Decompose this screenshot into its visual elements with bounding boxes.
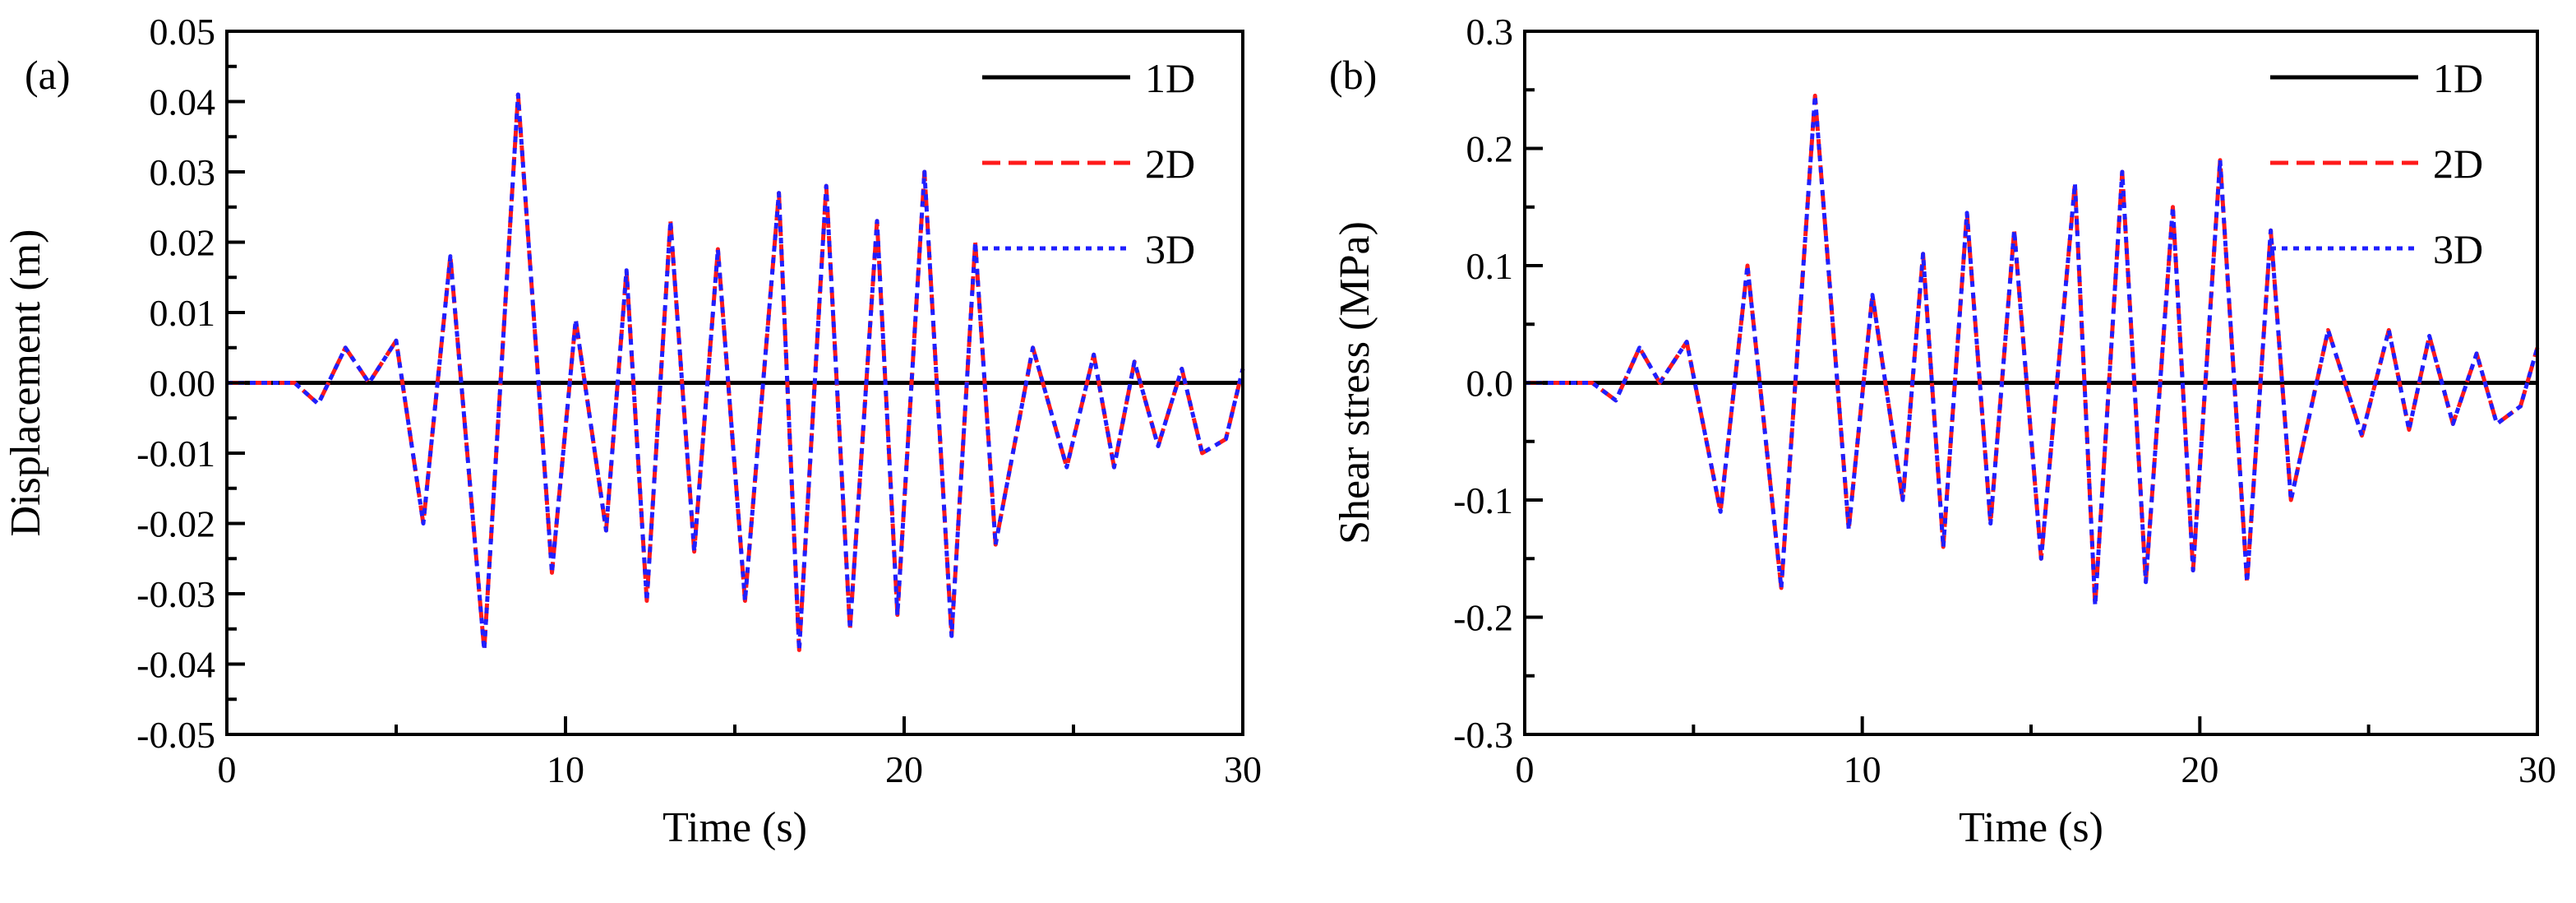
y-axis-title: Displacement (m) (2, 229, 49, 537)
x-tick-label: 30 (1224, 748, 1262, 790)
legend-label-3d: 3D (1145, 226, 1195, 272)
y-tick-label: -0.01 (136, 433, 215, 475)
x-tick-label: 20 (2181, 748, 2218, 790)
y-tick-label: -0.05 (136, 714, 215, 756)
y-tick-label: -0.03 (136, 573, 215, 615)
panel-a: 0 10 20 30 -0.05 -0.04 -0.03 -0.02 -0.01 0.00 0.01… (2, 11, 1262, 851)
legend-label-2d: 2D (2433, 141, 2483, 187)
y-tick-label: 0.2 (1466, 128, 1514, 170)
panel-label: (a) (25, 52, 71, 98)
series-line-2d (227, 92, 1245, 652)
series-line-3d (1525, 93, 2540, 608)
y-tick-label: 0.00 (150, 363, 216, 405)
y-tick-label: -0.3 (1453, 714, 1513, 756)
x-tick-label: 10 (547, 748, 584, 790)
panel-label: (b) (1329, 52, 1377, 98)
x-tick-label: 10 (1844, 748, 1881, 790)
legend-label-3d: 3D (2433, 226, 2483, 272)
series-group (1525, 93, 2540, 608)
x-axis-title: Time (s) (1959, 804, 2103, 851)
y-tick-label: -0.04 (136, 644, 215, 686)
series-group (227, 92, 1245, 652)
y-tick-label: 0.01 (150, 292, 216, 334)
y-tick-label: 0.04 (150, 81, 216, 123)
legend-label-1d: 1D (1145, 55, 1195, 101)
legend-label-2d: 2D (1145, 141, 1195, 187)
legend: 1D 2D 3D (982, 55, 1195, 272)
y-tick-label: 0.3 (1466, 11, 1514, 53)
panel-b: 0 10 20 30 -0.3 -0.2 -0.1 0.0 0.1 0.2 0.3 Time (s) S… (1329, 11, 2556, 851)
y-tick-label: -0.02 (136, 503, 215, 545)
x-tick-label: 0 (218, 748, 237, 790)
y-tick-label: 0.0 (1466, 363, 1514, 405)
x-tick-label: 0 (1516, 748, 1535, 790)
x-tick-label: 30 (2518, 748, 2556, 790)
legend-label-1d: 1D (2433, 55, 2483, 101)
y-tick-label: 0.03 (150, 151, 216, 193)
y-tick-label: -0.1 (1453, 479, 1513, 521)
y-tick-label: 0.02 (150, 222, 216, 264)
x-tick-label: 20 (885, 748, 923, 790)
x-axis-title: Time (s) (662, 804, 807, 851)
y-axis-title: Shear stress (MPa) (1332, 221, 1378, 544)
y-tick-label: 0.05 (150, 11, 216, 53)
legend: 1D 2D 3D (2270, 55, 2483, 272)
y-tick-label: -0.2 (1453, 597, 1513, 639)
series-line-3d (227, 92, 1245, 652)
y-tick-label: 0.1 (1466, 245, 1514, 287)
